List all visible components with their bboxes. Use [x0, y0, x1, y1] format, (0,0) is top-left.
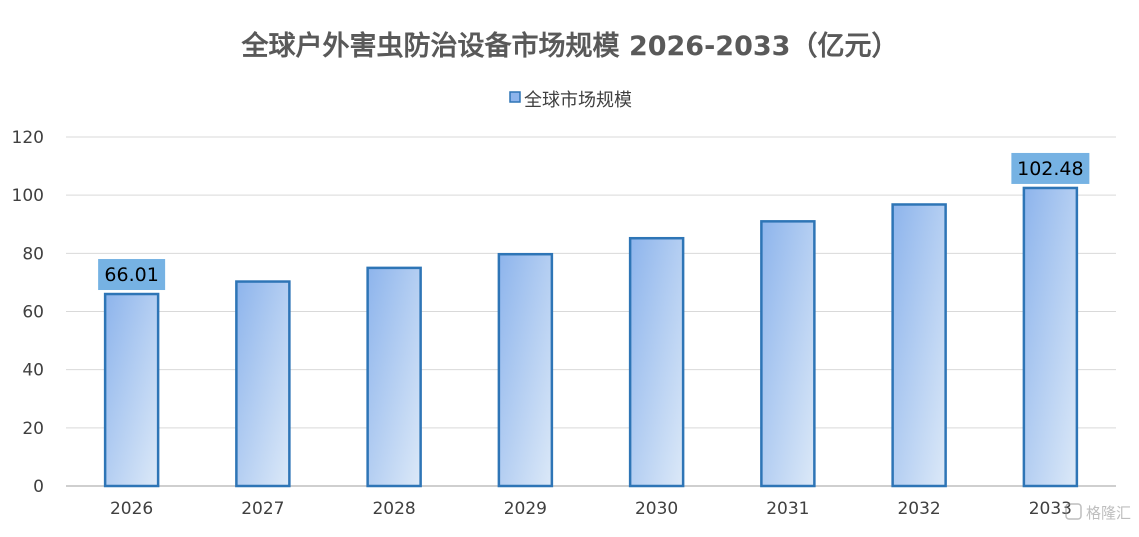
x-tick-label: 2027 [241, 499, 284, 519]
legend: 全球市场规模 [509, 90, 632, 111]
watermark-logo-icon [1065, 503, 1082, 520]
y-tick-label: 0 [33, 477, 44, 497]
data-labels: 66.01 102.48 [98, 152, 1090, 291]
x-tick-label: 2030 [635, 499, 678, 519]
bar-2032 [891, 203, 947, 488]
y-tick-label: 120 [12, 128, 44, 148]
data-label: 66.01 [104, 264, 158, 286]
chart-title: 全球户外害虫防治设备市场规模 2026-2033（亿元） [241, 30, 899, 62]
watermark-text: 格隆汇 [1086, 504, 1131, 522]
bar-2031 [760, 220, 816, 488]
bar-2027 [235, 280, 291, 488]
bar-2026 [103, 292, 160, 488]
y-tick-label: 40 [22, 361, 44, 381]
x-tick-label: 2031 [766, 499, 809, 519]
x-tick-label: 2028 [372, 499, 415, 519]
y-tick-label: 80 [22, 244, 44, 264]
bar-2028 [366, 266, 422, 488]
x-tick-label: 2033 [1029, 499, 1072, 519]
y-tick-label: 60 [22, 303, 44, 323]
data-label-box [98, 259, 166, 291]
y-tick-label: 100 [12, 186, 44, 206]
y-tick-label: 20 [22, 419, 44, 439]
x-tick-label: 2026 [110, 499, 153, 519]
y-axis-ticks: 0 20 40 60 80 100 120 [12, 128, 44, 497]
legend-swatch [509, 91, 521, 103]
watermark: 格隆汇 [1065, 503, 1131, 522]
data-label-box [1011, 152, 1090, 184]
data-label: 102.48 [1017, 158, 1083, 180]
bar-2033 [1022, 186, 1079, 488]
bars [103, 186, 1079, 488]
x-tick-label: 2032 [897, 499, 940, 519]
grid-lines [66, 136, 1116, 487]
x-tick-label: 2029 [504, 499, 547, 519]
bar-2029 [497, 252, 554, 488]
legend-label: 全球市场规模 [524, 90, 632, 111]
x-axis-ticks: 2026 2027 2028 2029 2030 2031 2032 2033 [110, 499, 1072, 519]
bar-2030 [628, 236, 685, 488]
